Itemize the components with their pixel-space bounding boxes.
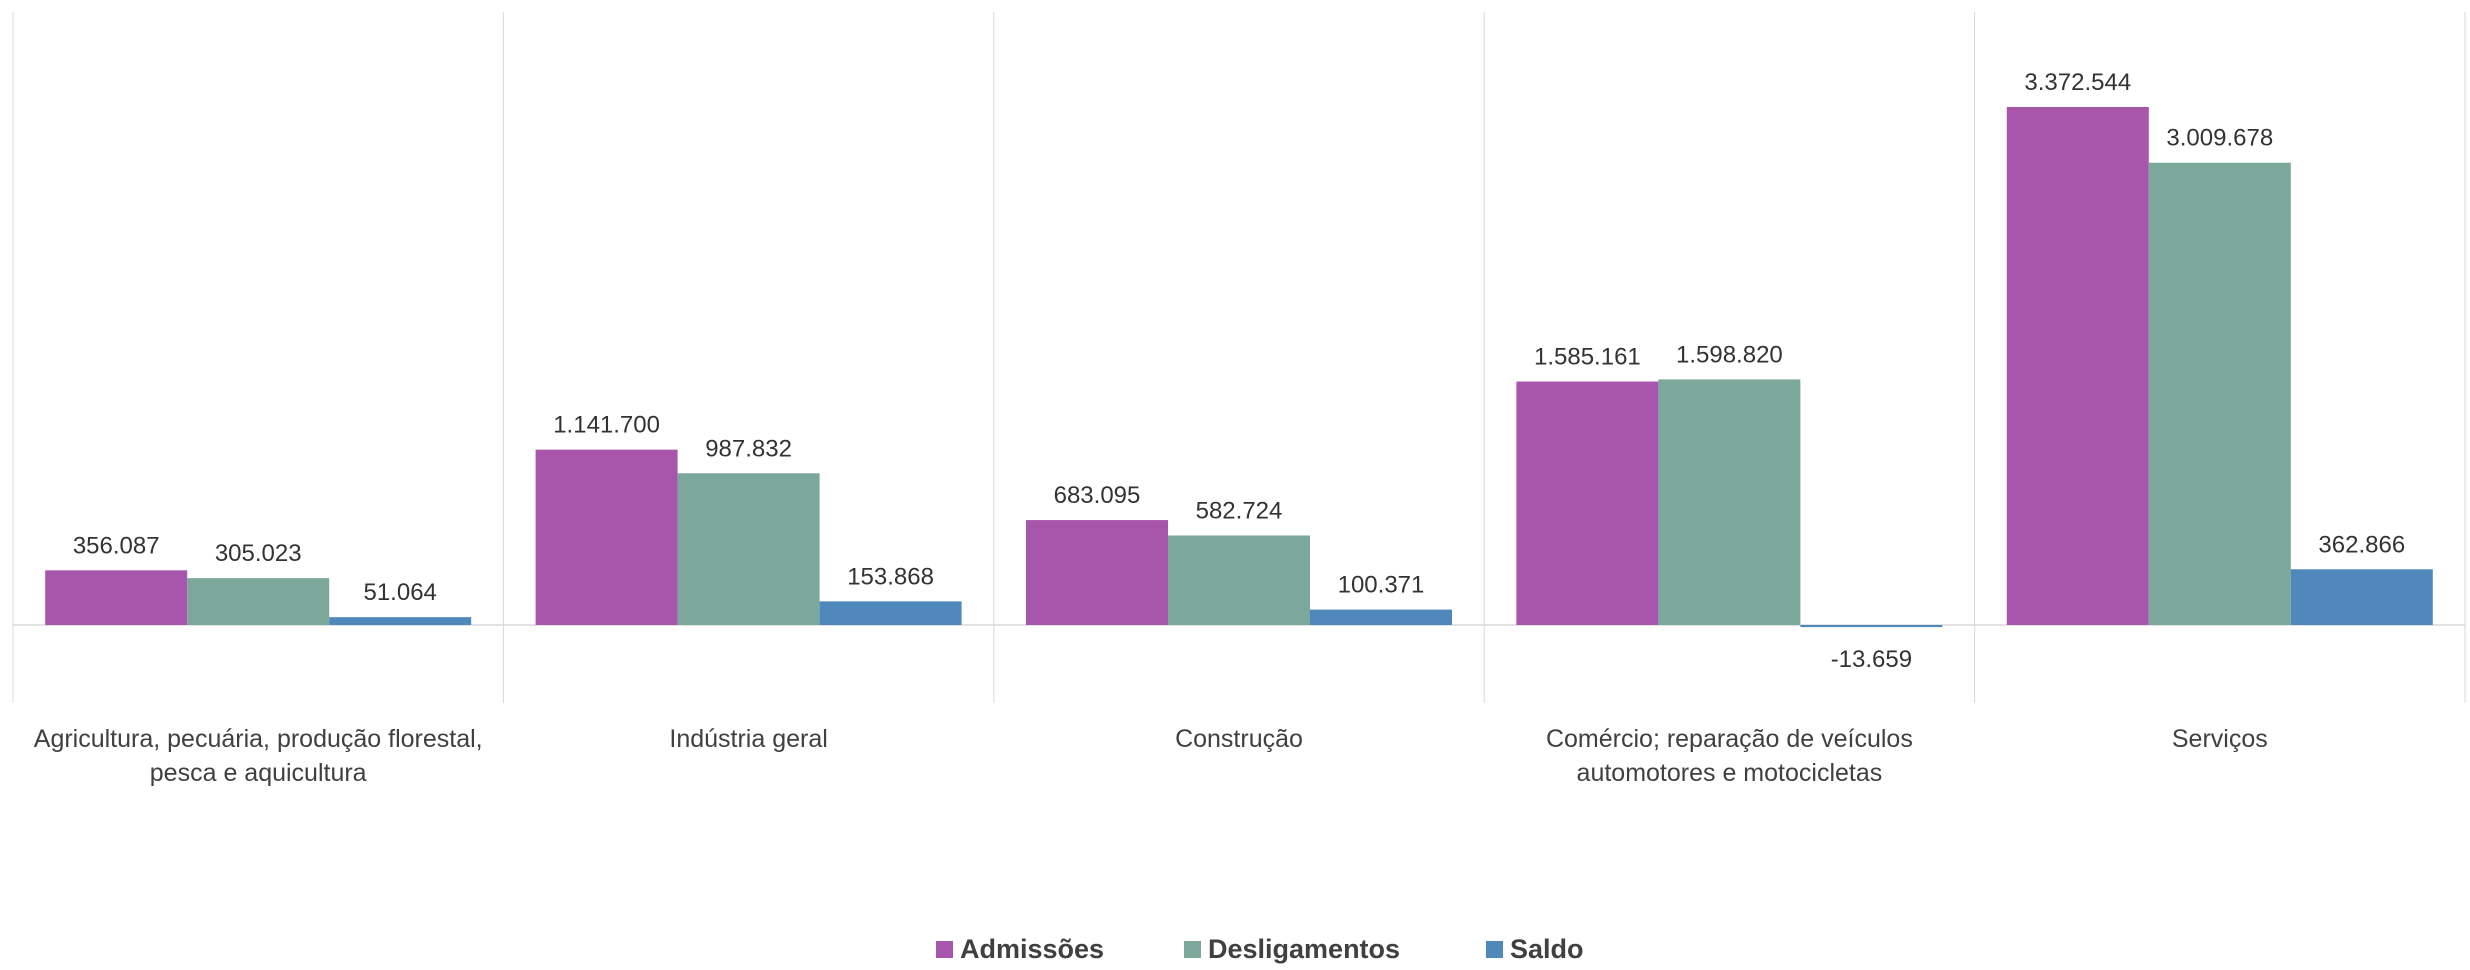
data-label-saldo: 362.866	[2318, 531, 2405, 558]
data-label-admissoes: 356.087	[73, 532, 160, 559]
data-labels: 356.087 1.141.700 683.095 1.585.161 3.372.54…	[73, 69, 2405, 673]
data-label-saldo: -13.659	[1831, 646, 1912, 673]
category-label: Construção	[1175, 725, 1303, 753]
data-label-saldo: 100.371	[1338, 572, 1425, 599]
bar-desligamentos	[677, 473, 820, 625]
category-label: Agricultura, pecuária, produção floresta…	[34, 725, 483, 753]
data-label-desligamentos: 3.009.678	[2166, 125, 2273, 152]
legend-swatch-saldo	[1486, 941, 1503, 958]
bar-desligamentos	[2148, 162, 2291, 625]
legend-swatch-desligamentos	[1184, 941, 1201, 958]
data-label-admissoes: 683.095	[1054, 482, 1141, 509]
bar-admissoes	[1516, 381, 1659, 625]
data-label-desligamentos: 582.724	[1196, 497, 1283, 524]
legend-swatch-admissoes	[936, 941, 953, 958]
category-labels: Agricultura, pecuária, produção floresta…	[34, 725, 2268, 787]
data-label-desligamentos: 987.832	[705, 435, 792, 462]
data-label-admissoes: 1.585.161	[1534, 344, 1641, 371]
bar-saldo	[2290, 569, 2433, 625]
data-label-saldo: 51.064	[363, 579, 436, 606]
category-label: Serviços	[2172, 725, 2268, 753]
category-label: Indústria geral	[669, 725, 827, 753]
data-label-desligamentos: 305.023	[215, 540, 302, 567]
category-label: Comércio; reparação de veículos	[1546, 725, 1913, 753]
legend-label-admissoes: Admissões	[960, 934, 1104, 964]
bar-desligamentos	[1658, 379, 1801, 625]
bar-desligamentos	[1168, 535, 1310, 625]
data-label-admissoes: 1.141.700	[553, 412, 660, 439]
bar-saldo	[329, 617, 472, 625]
bar-saldo	[1800, 625, 1943, 628]
data-label-desligamentos: 1.598.820	[1676, 341, 1783, 368]
legend-label-desligamentos: Desligamentos	[1208, 934, 1400, 964]
bars	[45, 107, 2433, 628]
legend-label-saldo: Saldo	[1510, 934, 1584, 964]
category-label: automotores e motocicletas	[1577, 759, 1883, 787]
data-label-admissoes: 3.372.544	[2024, 69, 2131, 96]
bar-admissoes	[535, 449, 678, 625]
bar-saldo	[1310, 609, 1452, 625]
bar-admissoes	[2006, 107, 2149, 625]
legend: Admissões Desligamentos Saldo	[936, 934, 1584, 964]
bar-desligamentos	[187, 578, 330, 625]
bar-saldo	[819, 601, 962, 625]
bar-admissoes	[45, 570, 188, 625]
bar-admissoes	[1026, 520, 1168, 625]
data-label-saldo: 153.868	[847, 563, 934, 590]
category-label: pesca e aquicultura	[150, 759, 367, 787]
category-separators	[12, 12, 2466, 703]
